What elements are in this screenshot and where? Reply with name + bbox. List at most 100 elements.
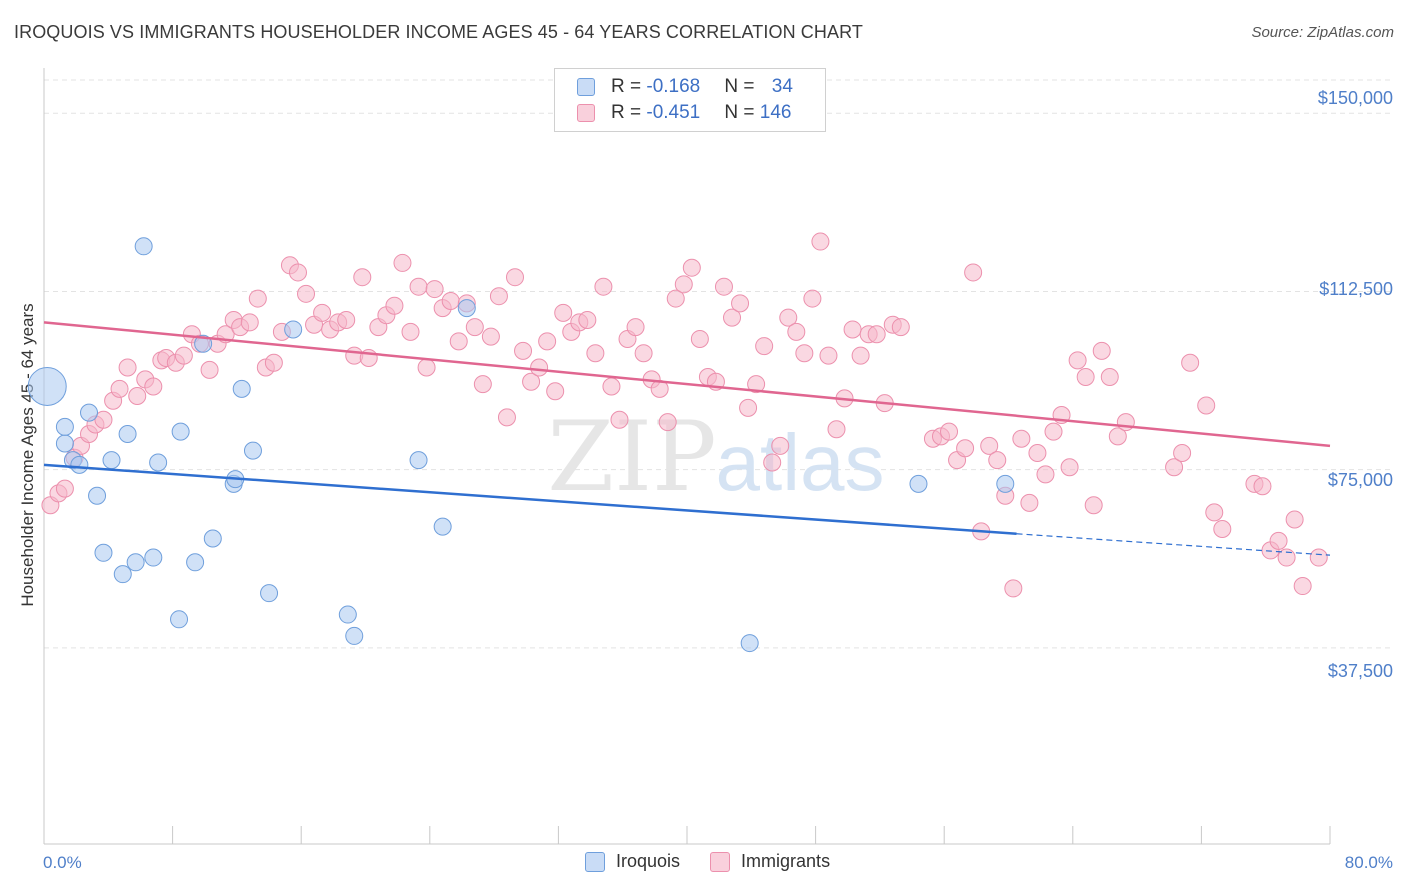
iroquois-point — [203, 529, 222, 548]
immigrants-point — [441, 291, 460, 310]
immigrants-point — [1076, 367, 1095, 386]
immigrants-point — [1309, 548, 1328, 567]
immigrants-point — [594, 277, 613, 296]
iroquois-trend-line — [43, 463, 1017, 536]
immigrants-point — [586, 344, 605, 363]
immigrants-point — [1197, 396, 1216, 415]
immigrants-point — [891, 318, 910, 337]
immigrants-point — [682, 258, 701, 277]
immigrants-point — [1165, 458, 1184, 477]
series-legend: Iroquois Immigrants — [585, 851, 860, 872]
immigrants-point — [110, 379, 129, 398]
watermark-atlas: atlas — [716, 418, 885, 507]
x-tick-label: 80.0% — [1345, 853, 1393, 872]
y-tick-label: $150,000 — [1318, 88, 1393, 108]
y-tick-label: $112,500 — [1319, 279, 1393, 299]
immigrants-point — [739, 398, 758, 417]
immigrants-point — [1092, 341, 1111, 360]
iroquois-point — [243, 441, 262, 460]
iroquois-point — [909, 474, 928, 493]
immigrants-point — [264, 353, 283, 372]
immigrants-points — [41, 232, 1328, 598]
immigrants-point — [401, 322, 420, 341]
immigrants-point — [795, 344, 814, 363]
immigrants-point — [666, 289, 685, 308]
immigrants-point — [1060, 458, 1079, 477]
immigrants-point — [481, 327, 500, 346]
immigrants-point — [554, 303, 573, 322]
legend-n-label: N = — [724, 102, 760, 123]
iroquois-point — [94, 543, 113, 562]
immigrants-point — [755, 337, 774, 356]
immigrants-point — [1036, 465, 1055, 484]
immigrants-swatch — [710, 851, 731, 872]
iroquois-point — [260, 584, 279, 603]
iroquois-point — [55, 417, 74, 436]
immigrants-point — [980, 436, 999, 455]
y-tick-label: $75,000 — [1328, 470, 1393, 490]
legend-n-label: N = — [724, 76, 760, 97]
immigrants-point — [1253, 477, 1272, 496]
immigrants-point — [1084, 496, 1103, 515]
immigrants-point — [1293, 577, 1312, 596]
iroquois-swatch — [577, 78, 595, 96]
iroquois-point — [171, 422, 190, 441]
immigrants-point — [313, 303, 332, 322]
iroquois-point — [144, 548, 163, 567]
immigrants-point — [940, 422, 959, 441]
immigrants-point — [538, 332, 557, 351]
immigrants-point — [634, 344, 653, 363]
immigrants-point — [610, 410, 629, 429]
immigrants-point — [353, 268, 372, 287]
immigrants-point — [425, 280, 444, 299]
immigrants-swatch — [577, 104, 595, 122]
immigrants-point — [690, 329, 709, 348]
immigrants-point — [505, 268, 524, 287]
immigrants-point — [128, 386, 147, 405]
immigrants-point — [819, 346, 838, 365]
immigrants-point — [1181, 353, 1200, 372]
iroquois-point — [194, 334, 213, 353]
iroquois-point — [232, 379, 251, 398]
stats-legend: R = -0.168 N = 34 R = -0.451 N = 146 — [554, 68, 826, 132]
immigrants-point — [465, 318, 484, 337]
immigrants-point — [174, 346, 193, 365]
immigrants-point — [626, 318, 645, 337]
immigrants-point — [522, 372, 541, 391]
trend-lines — [43, 321, 1331, 556]
immigrants-point — [731, 294, 750, 313]
legend-r-value: -0.168 — [646, 76, 701, 97]
legend-label: Iroquois — [616, 851, 681, 871]
immigrants-point — [1269, 531, 1288, 550]
immigrants-point — [144, 377, 163, 396]
x-tick-label: 0.0% — [43, 853, 82, 872]
iroquois-trend-extension — [1016, 533, 1331, 556]
iroquois-point — [996, 474, 1015, 493]
iroquois-point — [409, 451, 428, 470]
immigrants-point — [489, 287, 508, 306]
iroquois-point — [55, 434, 74, 453]
immigrants-point — [1213, 520, 1232, 539]
iroquois-point — [170, 610, 189, 629]
immigrants-point — [248, 289, 267, 308]
immigrants-point — [514, 341, 533, 360]
iroquois-point — [126, 553, 145, 572]
immigrants-point — [956, 439, 975, 458]
immigrants-point — [827, 420, 846, 439]
immigrants-point — [1173, 444, 1192, 462]
immigrants-point — [393, 253, 412, 272]
immigrants-point — [1028, 444, 1047, 462]
iroquois-point — [740, 634, 759, 653]
immigrants-point — [602, 377, 621, 396]
iroquois-point — [345, 626, 364, 645]
legend-item-iroquois[interactable]: Iroquois — [585, 851, 680, 872]
legend-item-immigrants[interactable]: Immigrants — [710, 851, 830, 872]
immigrants-point — [94, 410, 113, 429]
immigrants-point — [843, 320, 862, 339]
immigrants-point — [1108, 427, 1127, 446]
immigrants-point — [988, 451, 1007, 470]
legend-n-value: 34 — [771, 76, 793, 97]
immigrants-point — [118, 358, 137, 377]
immigrants-point — [658, 413, 677, 432]
